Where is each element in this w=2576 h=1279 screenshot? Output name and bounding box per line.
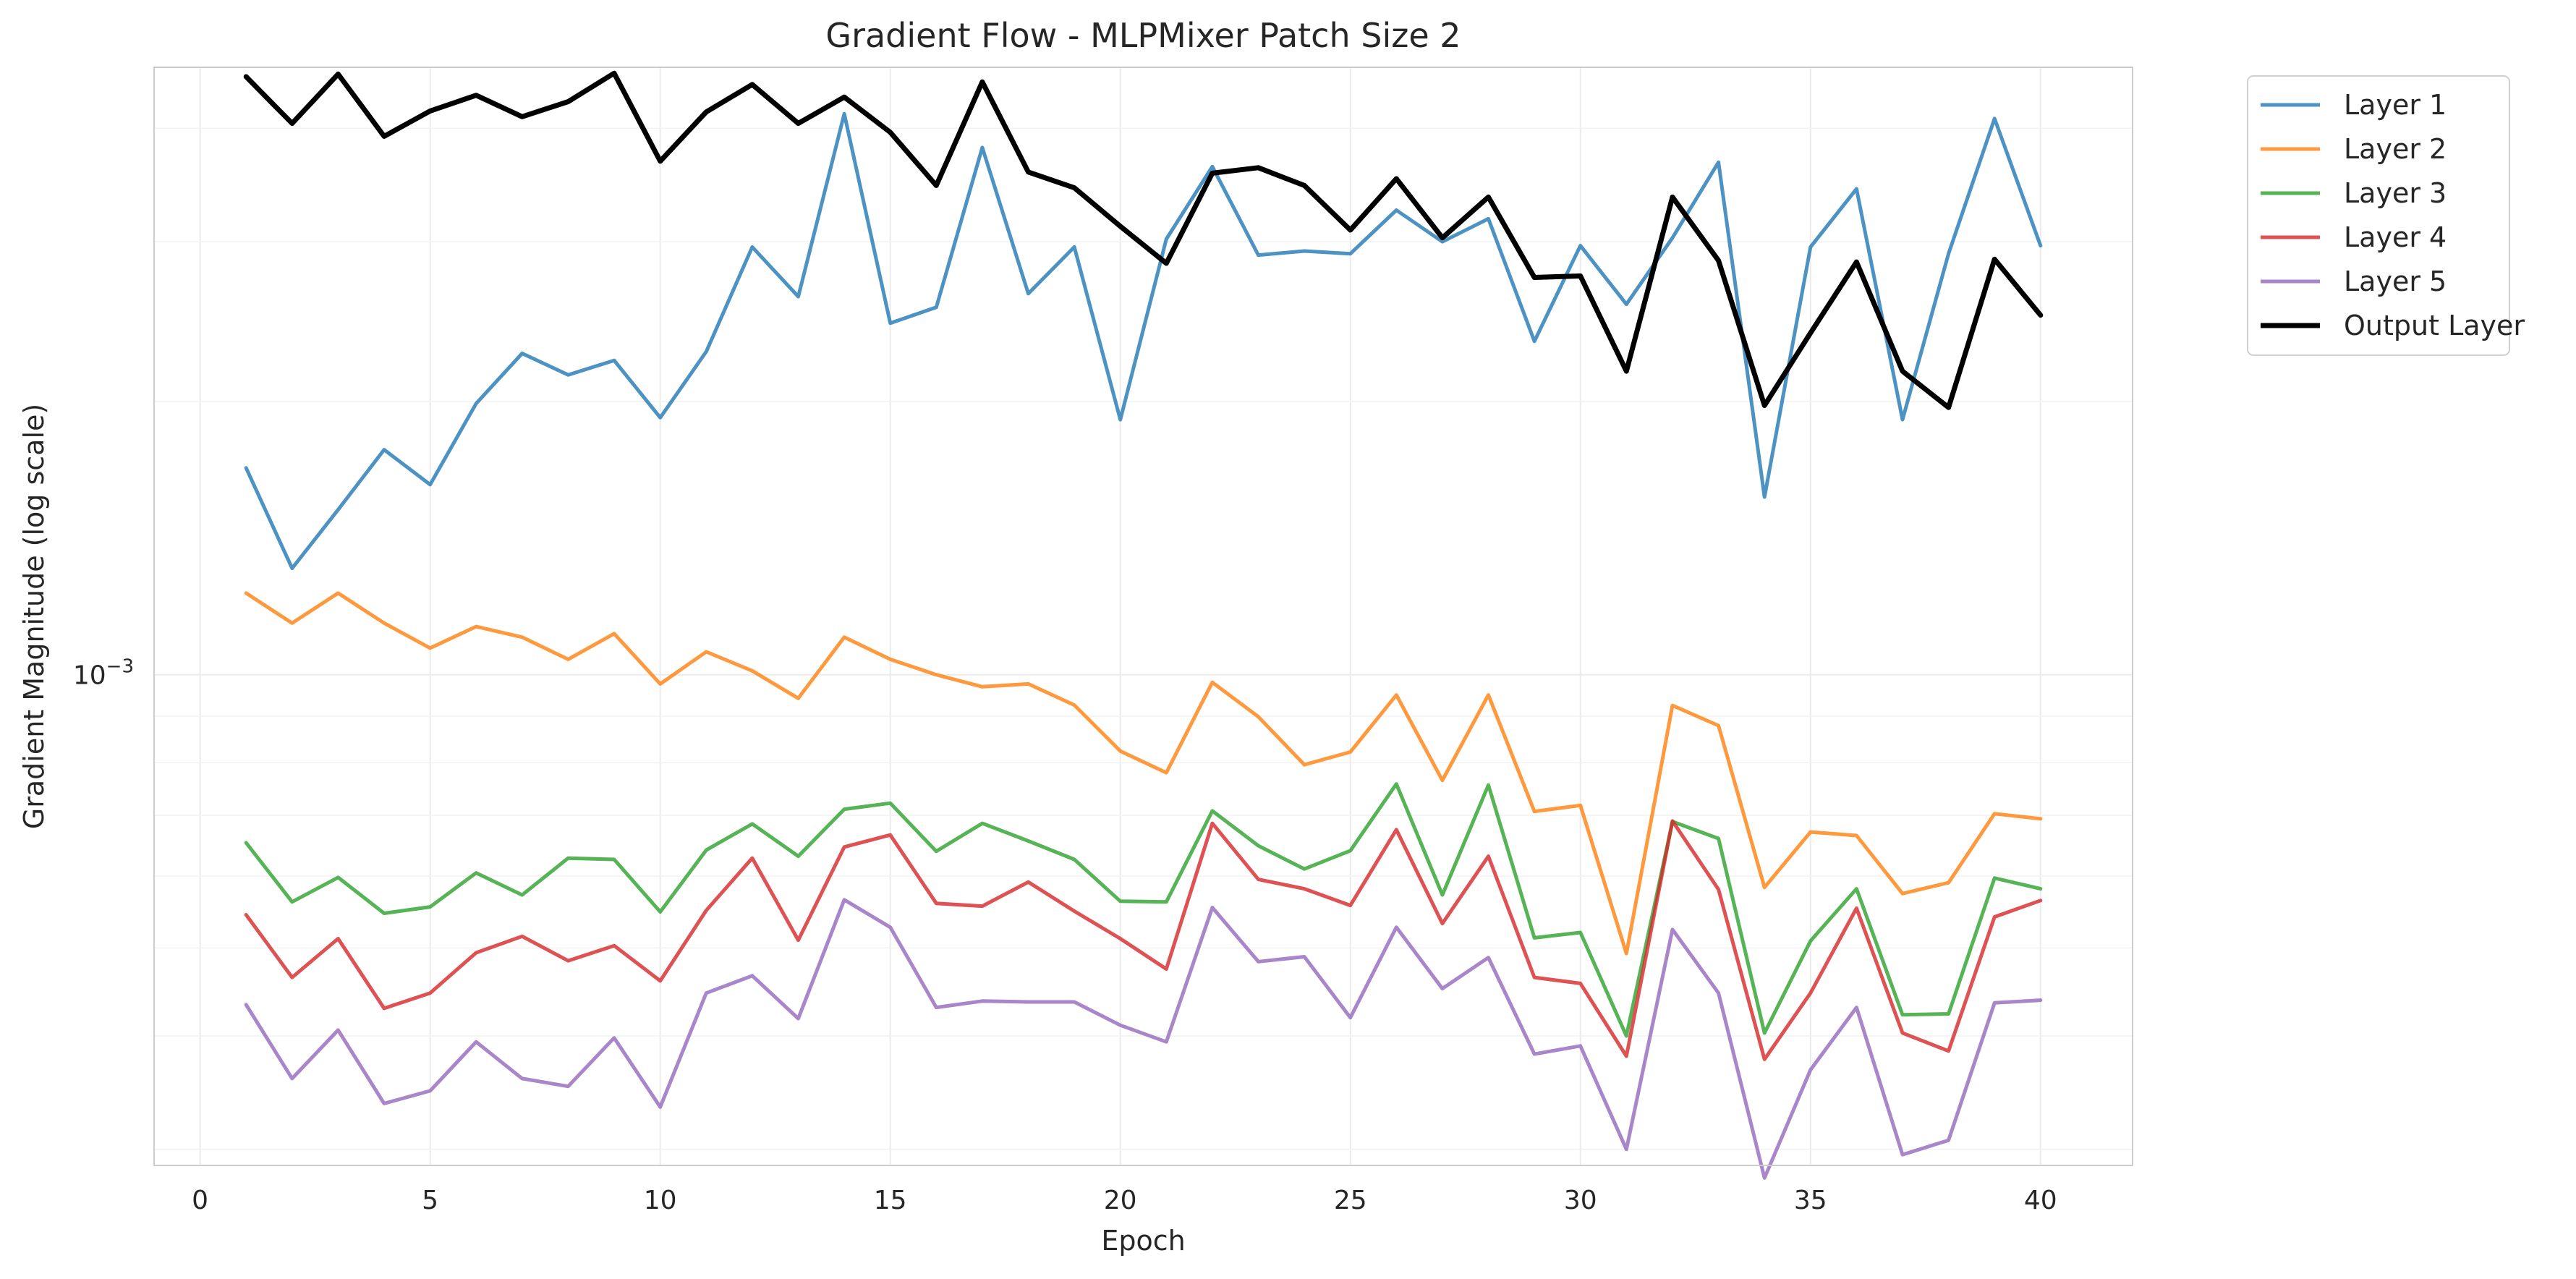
series-line-layer-4 [244, 819, 2043, 1061]
x-tick-label: 30 [1564, 1186, 1597, 1215]
x-tick-label: 15 [874, 1186, 907, 1215]
legend-label-layer-2: Layer 2 [2344, 133, 2447, 165]
series-line-layer-2 [244, 591, 2043, 956]
legend-box [2247, 75, 2510, 356]
series-lines [243, 70, 2044, 1180]
legend-label-output-layer: Output Layer [2344, 310, 2525, 341]
series-line-output-layer [243, 70, 2044, 410]
legend: Layer 1 Layer 2 Layer 3 Layer 4 Layer 5 Outpu… [2247, 75, 2525, 356]
x-tick-label: 10 [644, 1186, 677, 1215]
x-tick-label: 25 [1334, 1186, 1367, 1215]
x-tick-label: 20 [1104, 1186, 1137, 1215]
x-tick-label: 35 [1794, 1186, 1827, 1215]
x-tick-label: 0 [192, 1186, 208, 1215]
y-axis-ticks: 10−3 [73, 656, 134, 691]
x-tick-label: 5 [422, 1186, 438, 1215]
legend-label-layer-3: Layer 3 [2344, 177, 2447, 209]
x-axis-ticks: 0 5 10 15 20 25 30 35 40 [192, 1186, 2057, 1215]
legend-label-layer-5: Layer 5 [2344, 265, 2447, 297]
chart-title: Gradient Flow - MLPMixer Patch Size 2 [825, 16, 1461, 55]
series-line-layer-5 [244, 898, 2043, 1180]
plot-area [154, 67, 2133, 1165]
series-line-layer-3 [244, 782, 2043, 1038]
y-axis-label: Gradient Magnitude (log scale) [18, 404, 50, 829]
x-tick-label: 40 [2024, 1186, 2057, 1215]
x-axis-label: Epoch [1101, 1225, 1185, 1257]
y-tick-label: 10−3 [73, 656, 134, 691]
plot-background [154, 67, 2133, 1165]
plot-frame [153, 67, 2133, 1166]
legend-label-layer-1: Layer 1 [2344, 89, 2447, 121]
legend-label-layer-4: Layer 4 [2344, 221, 2447, 253]
